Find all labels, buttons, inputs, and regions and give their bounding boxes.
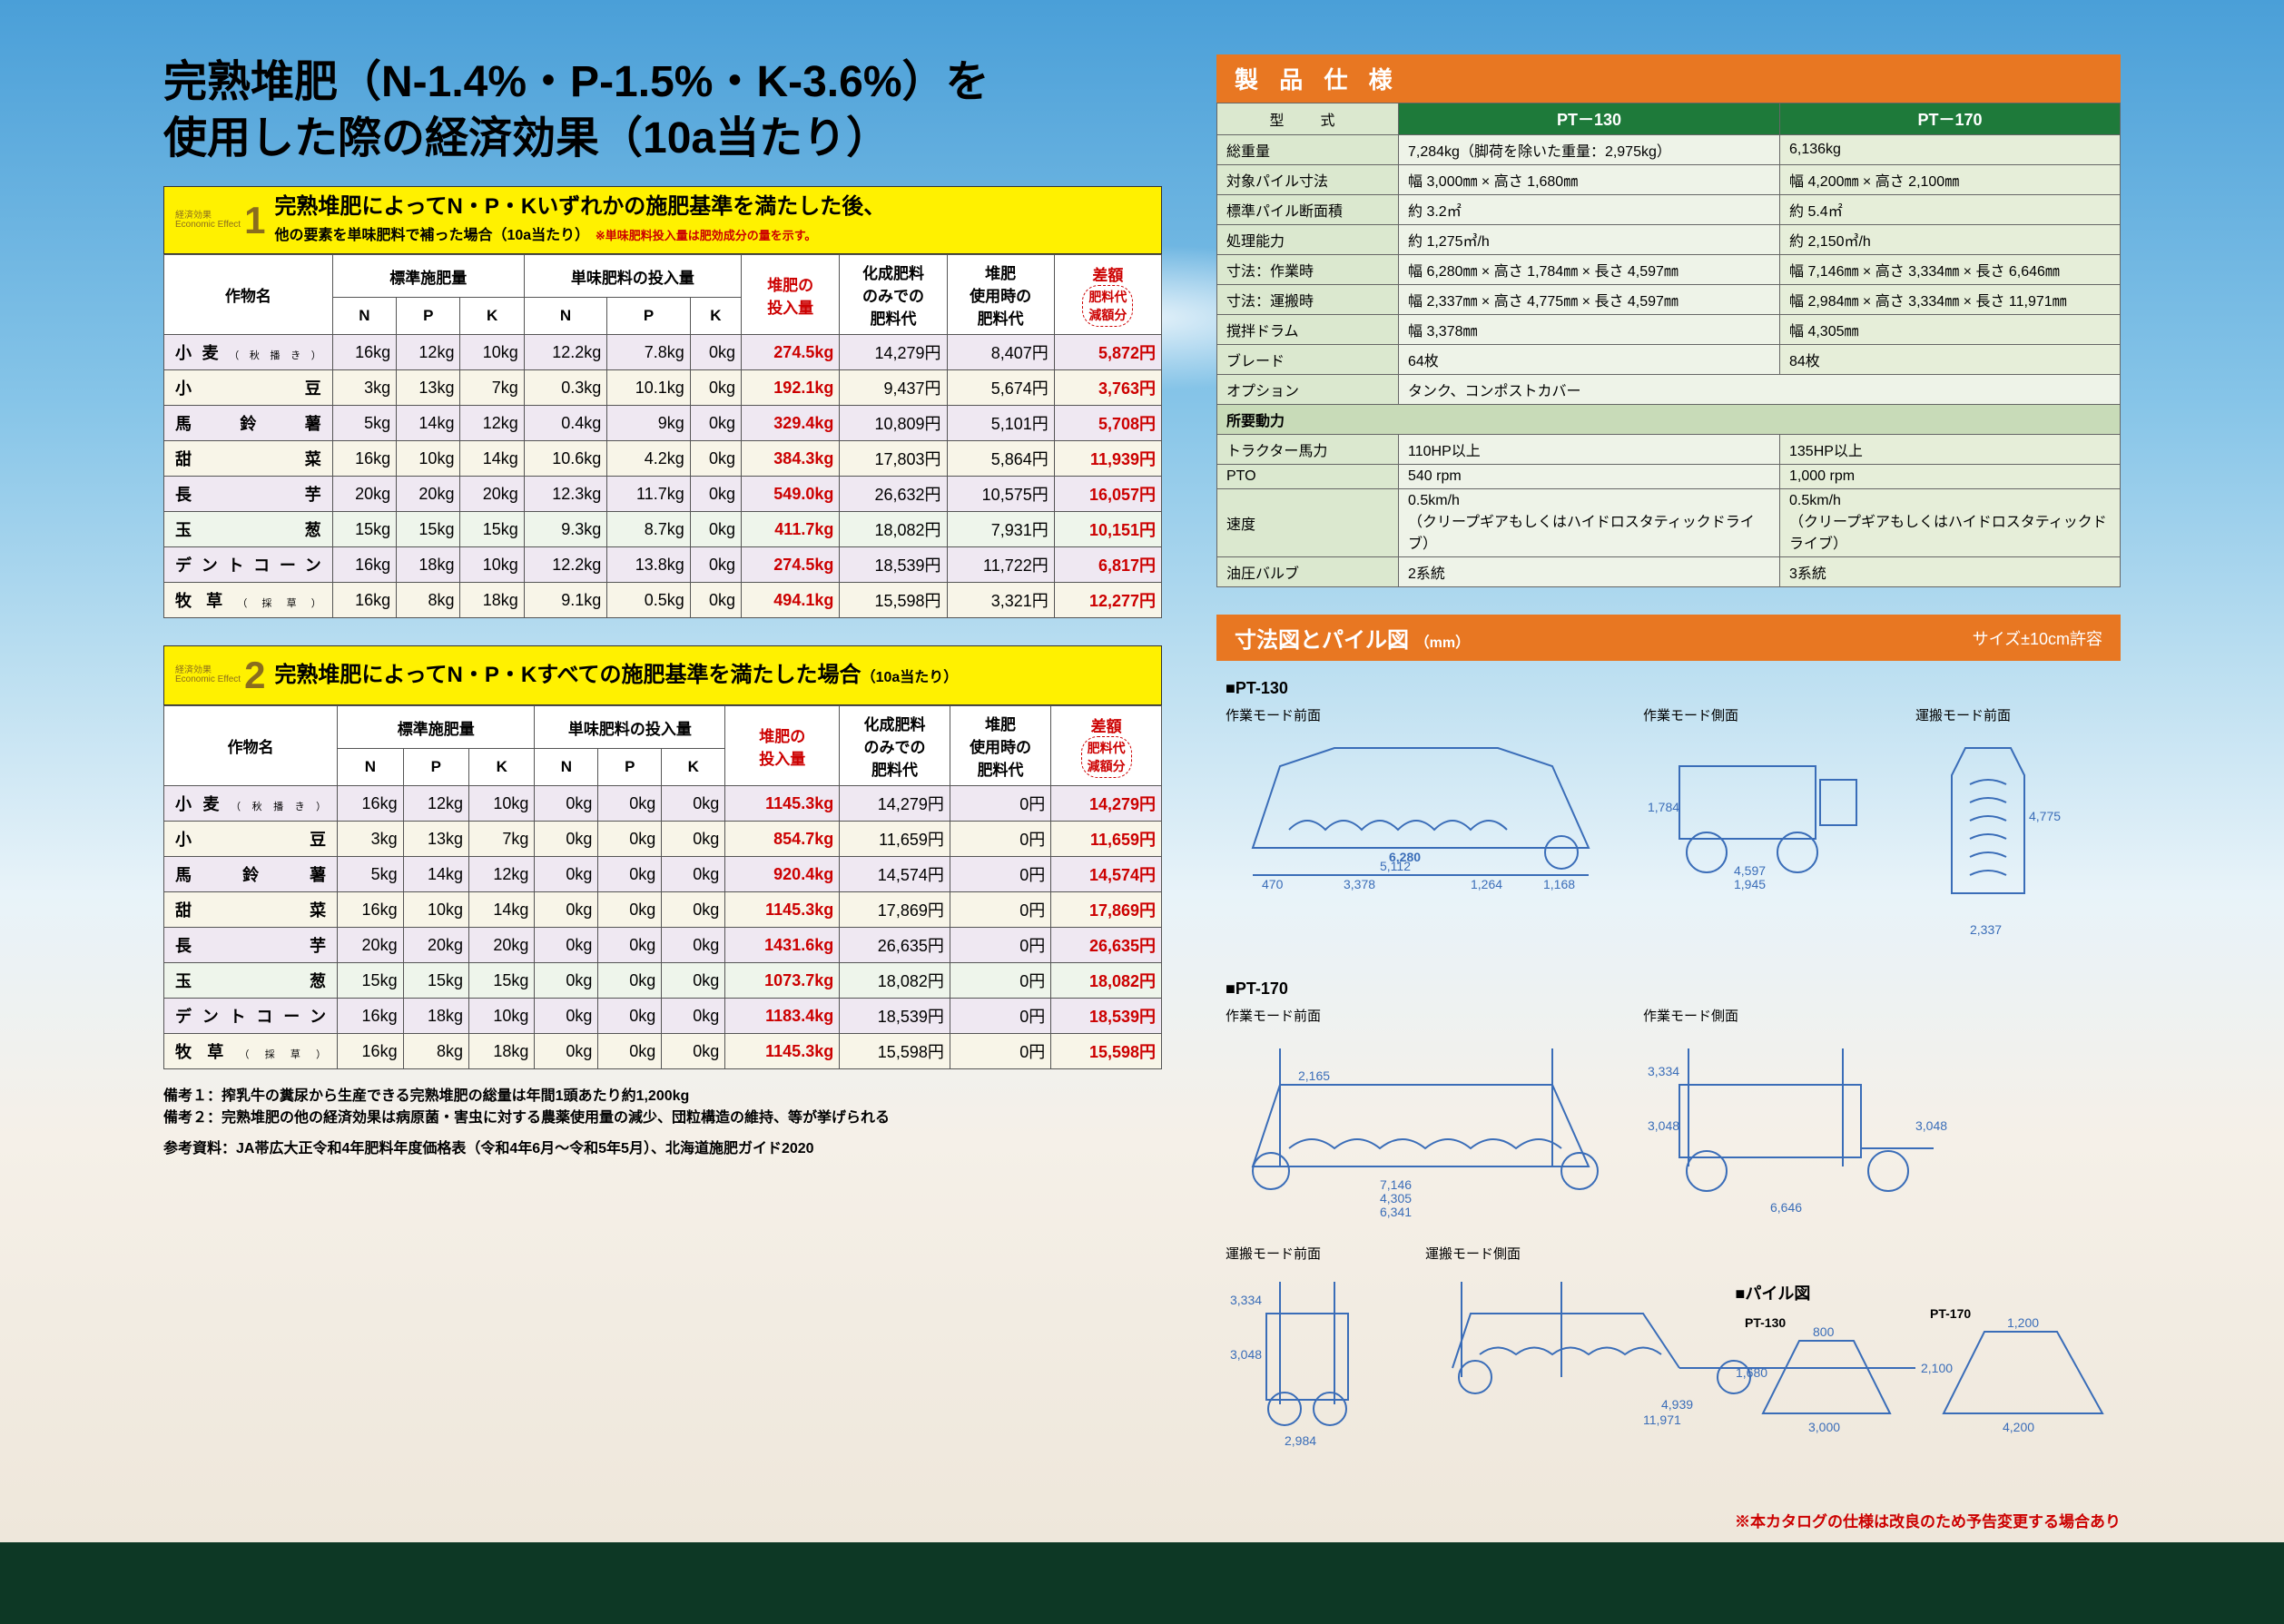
svg-text:PT-130: PT-130 <box>1745 1315 1786 1330</box>
pt130-transport-front: 4,775 2,337 <box>1915 730 2061 948</box>
main-heading: 完熟堆肥（N-1.4%・P-1.5%・K-3.6%）を 使用した際の経済効果（1… <box>163 54 1162 168</box>
table-row: 小麦（秋播き）16kg12kg10kg12.2kg7.8kg0kg274.5kg… <box>164 335 1162 370</box>
svg-text:6,341: 6,341 <box>1380 1205 1412 1219</box>
spec-row: 処理能力約 1,275㎥/h約 2,150㎥/h <box>1217 225 2121 255</box>
table-row: 甜菜16kg10kg14kg10.6kg4.2kg0kg384.3kg17,80… <box>164 441 1162 477</box>
spec-row: 標準パイル断面積約 3.2㎡約 5.4㎡ <box>1217 195 2121 225</box>
svg-text:2,100: 2,100 <box>1921 1361 1953 1375</box>
pt130-front-diagram: 470 3,378 1,264 1,168 5,112 6,280 <box>1226 730 1607 893</box>
svg-text:11,971: 11,971 <box>1643 1412 1681 1427</box>
svg-text:1,784: 1,784 <box>1648 800 1679 814</box>
svg-text:1,680: 1,680 <box>1736 1365 1767 1380</box>
svg-text:7,146: 7,146 <box>1380 1177 1412 1192</box>
spec-row: トラクター馬力110HP以上135HP以上 <box>1217 435 2121 465</box>
table-row: デントコーン16kg18kg10kg0kg0kg0kg1183.4kg18,53… <box>164 999 1162 1034</box>
svg-text:3,378: 3,378 <box>1344 877 1375 891</box>
spec-row: 撹拌ドラム幅 3,378㎜幅 4,305㎜ <box>1217 315 2121 345</box>
svg-text:3,048: 3,048 <box>1648 1118 1679 1133</box>
table-row: 牧草（採草）16kg8kg18kg0kg0kg0kg1145.3kg15,598… <box>164 1034 1162 1069</box>
table-row: 馬鈴薯5kg14kg12kg0kg0kg0kg920.4kg14,574円0円1… <box>164 857 1162 892</box>
table-row: 馬鈴薯5kg14kg12kg0.4kg9kg0kg329.4kg10,809円5… <box>164 406 1162 441</box>
svg-text:4,200: 4,200 <box>2003 1420 2034 1434</box>
svg-text:3,048: 3,048 <box>1230 1347 1262 1362</box>
table-row: 長芋20kg20kg20kg0kg0kg0kg1431.6kg26,635円0円… <box>164 928 1162 963</box>
pile-diagrams: ■パイル図 PT-130 800 1,680 3,000 PT-170 1,20… <box>1736 1281 2121 1445</box>
spec-row: オプションタンク、コンポストカバー <box>1217 375 2121 405</box>
spec-table: 型 式 PT－130 PT－170 総重量7,284kg（脚荷を除いた重量：2,… <box>1216 103 2121 587</box>
spec-row: PTO540 rpm1,000 rpm <box>1217 465 2121 489</box>
table-row: 牧草（採草）16kg8kg18kg9.1kg0.5kg0kg494.1kg15,… <box>164 583 1162 618</box>
table-row: 小麦（秋播き）16kg12kg10kg0kg0kg0kg1145.3kg14,2… <box>164 786 1162 822</box>
svg-text:3,334: 3,334 <box>1648 1064 1679 1078</box>
spec-row: 対象パイル寸法幅 3,000㎜ × 高さ 1,680㎜幅 4,200㎜ × 高さ… <box>1217 165 2121 195</box>
dimension-heading: 寸法図とパイル図 （mm） サイズ±10cm許容 <box>1216 615 2121 661</box>
svg-text:3,048: 3,048 <box>1915 1118 1947 1133</box>
svg-text:1,264: 1,264 <box>1471 877 1502 891</box>
svg-text:6,646: 6,646 <box>1770 1200 1802 1215</box>
svg-text:2,337: 2,337 <box>1970 922 2002 937</box>
svg-text:4,597: 4,597 <box>1734 863 1766 878</box>
svg-text:4,939: 4,939 <box>1661 1397 1693 1412</box>
spec-row: 速度0.5km/h （クリープギアもしくはハイドロスタティックドライブ）0.5k… <box>1217 489 2121 557</box>
svg-text:4,305: 4,305 <box>1380 1191 1412 1206</box>
spec-row: 寸法：運搬時幅 2,337㎜ × 高さ 4,775㎜ × 長さ 4,597㎜幅 … <box>1217 285 2121 315</box>
svg-text:2,984: 2,984 <box>1285 1433 1316 1448</box>
spec-row: 油圧バルブ2系統3系統 <box>1217 557 2121 587</box>
svg-text:1,168: 1,168 <box>1543 877 1575 891</box>
pt130-side-diagram: 1,784 1,945 4,597 <box>1643 730 1879 893</box>
pt170-front-diagram: 2,165 4,305 6,341 7,146 <box>1226 1030 1607 1221</box>
svg-text:470: 470 <box>1262 877 1284 891</box>
svg-text:6,280: 6,280 <box>1389 850 1421 864</box>
footer-bar <box>0 1542 2284 1624</box>
svg-text:4,775: 4,775 <box>2029 809 2061 823</box>
effect2-table: 作物名 標準施肥量 単味肥料の投入量 堆肥の 投入量 化成肥料 のみでの 肥料代… <box>163 705 1162 1069</box>
table-row: デントコーン16kg18kg10kg12.2kg13.8kg0kg274.5kg… <box>164 547 1162 583</box>
table-row: 甜菜16kg10kg14kg0kg0kg0kg1145.3kg17,869円0円… <box>164 892 1162 928</box>
svg-text:800: 800 <box>1813 1324 1835 1339</box>
table-row: 小豆3kg13kg7kg0kg0kg0kg854.7kg11,659円0円11,… <box>164 822 1162 857</box>
svg-text:1,945: 1,945 <box>1734 877 1766 891</box>
spec-row: 総重量7,284kg（脚荷を除いた重量：2,975kg）6,136kg <box>1217 135 2121 165</box>
diagram-area: ■PT-130 作業モード前面 470 3,378 1,264 1,168 <box>1216 661 2121 1500</box>
svg-text:3,000: 3,000 <box>1808 1420 1840 1434</box>
table-row: 小豆3kg13kg7kg0.3kg10.1kg0kg192.1kg9,437円5… <box>164 370 1162 406</box>
svg-text:2,165: 2,165 <box>1298 1068 1330 1083</box>
effect1-header: 経済効果 Economic Effect 1 完熟堆肥によってN・P・Kいずれか… <box>163 186 1162 255</box>
spec-heading: 製 品 仕 様 <box>1216 54 2121 103</box>
spec-row: 寸法：作業時幅 6,280㎜ × 高さ 1,784㎜ × 長さ 4,597㎜幅 … <box>1217 255 2121 285</box>
pt170-transport-front: 3,334 3,048 2,984 <box>1226 1268 1389 1450</box>
svg-text:PT-170: PT-170 <box>1930 1306 1971 1321</box>
pt170-side-diagram: 3,334 3,048 3,048 6,646 <box>1643 1030 1952 1221</box>
table-row: 玉葱15kg15kg15kg9.3kg8.7kg0kg411.7kg18,082… <box>164 512 1162 547</box>
table-row: 長芋20kg20kg20kg12.3kg11.7kg0kg549.0kg26,6… <box>164 477 1162 512</box>
effect1-table: 作物名 標準施肥量 単味肥料の投入量 堆肥の 投入量 化成肥料 のみでの 肥料代… <box>163 254 1162 618</box>
svg-text:1,200: 1,200 <box>2007 1315 2039 1330</box>
spec-row: ブレード64枚84枚 <box>1217 345 2121 375</box>
effect2-header: 経済効果 Economic Effect 2 完熟堆肥によってN・P・Kすべての… <box>163 645 1162 705</box>
footnotes: 備考１：搾乳牛の糞尿から生産できる完熟堆肥の総量は年間1頭あたり約1,200kg… <box>163 1086 1162 1160</box>
disclaimer: ※本カタログの仕様は改良のため予告変更する場合あり <box>1216 1509 2121 1531</box>
table-row: 玉葱15kg15kg15kg0kg0kg0kg1073.7kg18,082円0円… <box>164 963 1162 999</box>
svg-text:3,334: 3,334 <box>1230 1293 1262 1307</box>
